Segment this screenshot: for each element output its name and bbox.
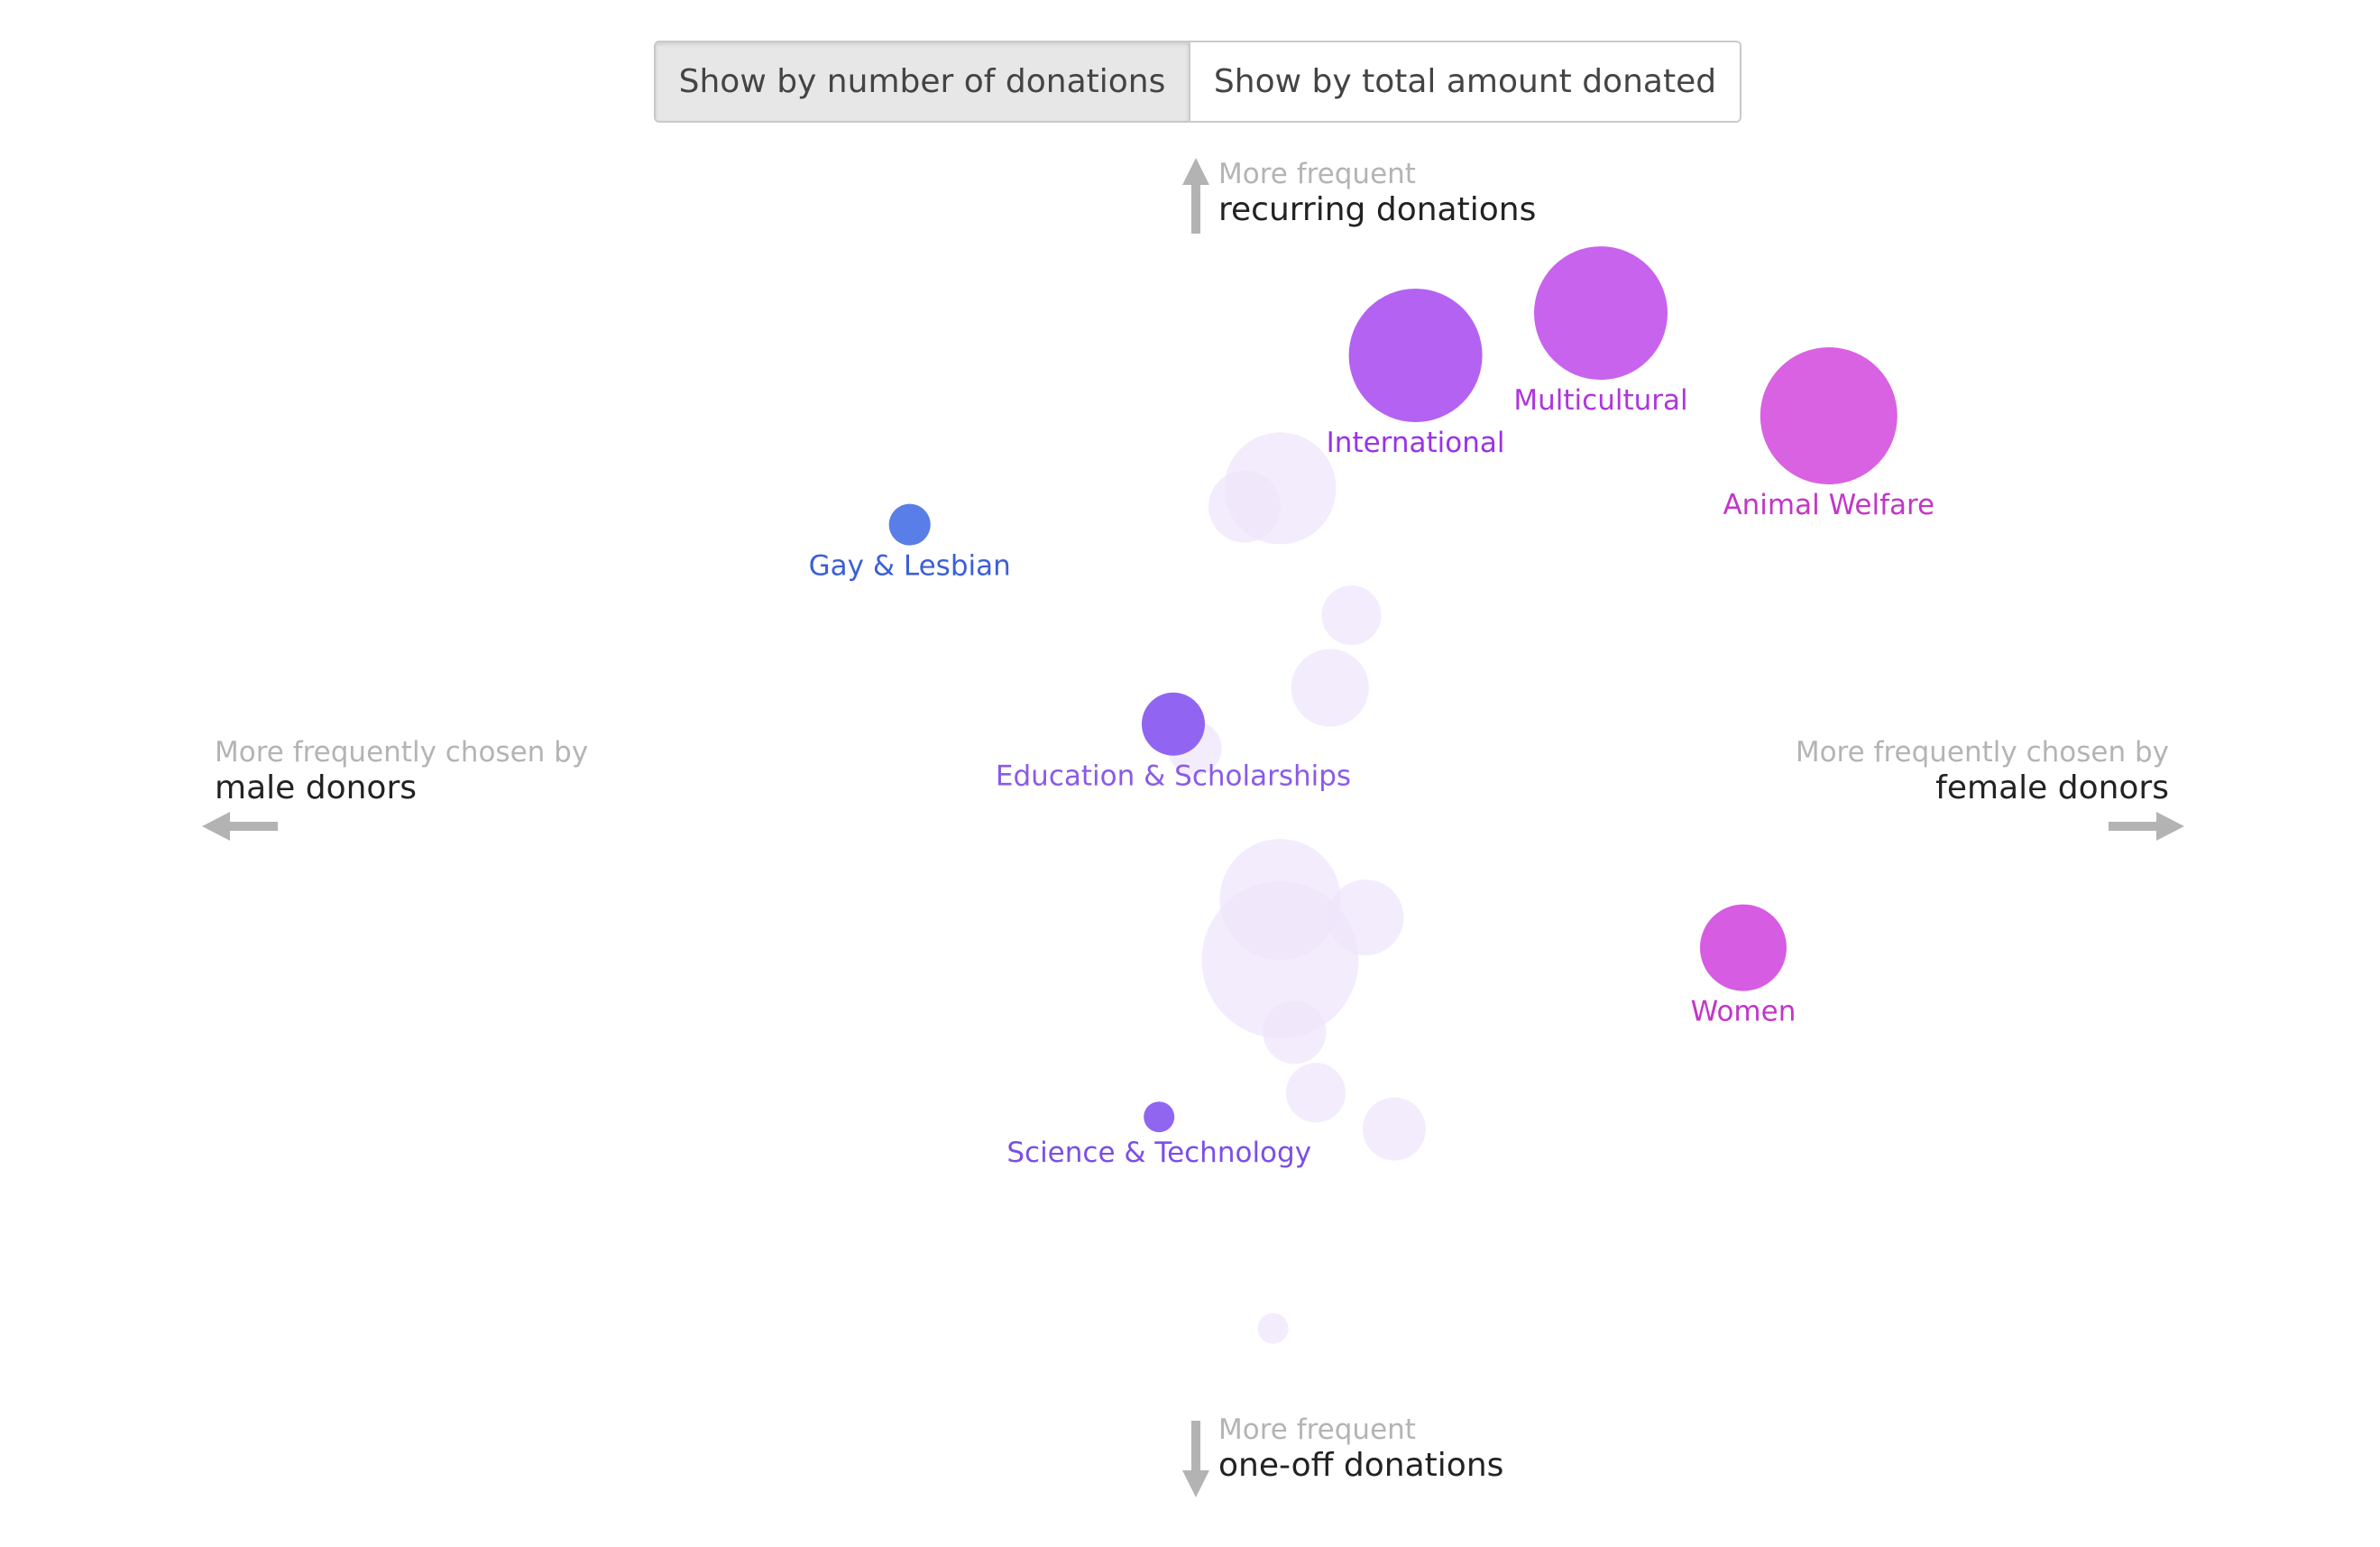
bubble-label-international: International bbox=[1327, 427, 1505, 459]
bubble-unlabeled[interactable] bbox=[1286, 1063, 1346, 1123]
left-axis-small: More frequently chosen by bbox=[215, 736, 589, 769]
bubble-animal-welfare[interactable] bbox=[1760, 347, 1898, 484]
bubble-unlabeled[interactable] bbox=[1291, 649, 1369, 727]
bubble-international[interactable] bbox=[1348, 289, 1483, 422]
top-axis-small: More frequent bbox=[1218, 158, 1416, 190]
right-arrow-icon bbox=[2109, 812, 2184, 841]
right-axis-label: More frequently chosen by female donors bbox=[1796, 735, 2169, 807]
bubble-unlabeled[interactable] bbox=[1257, 1312, 1289, 1344]
bubble-label-multicultural: Multicultural bbox=[1513, 384, 1687, 417]
bottom-axis-label: More frequent one-off donations bbox=[1218, 1413, 1503, 1485]
bubble-label-animal-welfare: Animal Welfare bbox=[1723, 489, 1934, 521]
bubble-unlabeled[interactable] bbox=[1263, 1000, 1327, 1064]
right-axis-small: More frequently chosen by bbox=[1795, 736, 2169, 769]
bubble-unlabeled[interactable] bbox=[1208, 470, 1281, 543]
view-toggle: Show by number of donations Show by tota… bbox=[654, 41, 1741, 123]
left-axis-big: male donors bbox=[215, 769, 417, 806]
left-axis-label: More frequently chosen by male donors bbox=[215, 735, 588, 807]
bubble-women[interactable] bbox=[1700, 904, 1787, 991]
bubble-gay-and-lesbian[interactable] bbox=[888, 503, 931, 546]
bubble-unlabeled[interactable] bbox=[1321, 585, 1382, 646]
bubble-unlabeled[interactable] bbox=[1362, 1097, 1426, 1161]
bubble-label-education-and-scholarships: Education & Scholarships bbox=[996, 760, 1351, 793]
bubble-multicultural[interactable] bbox=[1534, 246, 1668, 381]
bubble-label-women: Women bbox=[1691, 996, 1796, 1028]
show-by-count-button[interactable]: Show by number of donations bbox=[656, 42, 1190, 121]
right-axis-big: female donors bbox=[1935, 769, 2169, 806]
bottom-axis-big: one-off donations bbox=[1218, 1447, 1504, 1484]
bubble-unlabeled[interactable] bbox=[1201, 881, 1359, 1038]
top-axis-big: recurring donations bbox=[1218, 191, 1537, 228]
bubble-science-and-technology[interactable] bbox=[1144, 1101, 1175, 1133]
down-arrow-icon bbox=[1182, 1421, 1209, 1497]
bubbles-layer bbox=[888, 246, 1898, 1344]
bubble-label-gay-and-lesbian: Gay & Lesbian bbox=[809, 550, 1011, 583]
show-by-amount-button[interactable]: Show by total amount donated bbox=[1190, 42, 1740, 121]
top-axis-label: More frequent recurring donations bbox=[1218, 157, 1536, 229]
bottom-axis-small: More frequent bbox=[1218, 1413, 1416, 1446]
bubble-unlabeled[interactable] bbox=[1328, 879, 1404, 956]
axis-arrows bbox=[202, 158, 2184, 1497]
left-arrow-icon bbox=[202, 812, 278, 841]
up-arrow-icon bbox=[1182, 158, 1209, 234]
bubble-education-and-scholarships[interactable] bbox=[1142, 692, 1205, 756]
bubble-label-science-and-technology: Science & Technology bbox=[1006, 1137, 1311, 1169]
